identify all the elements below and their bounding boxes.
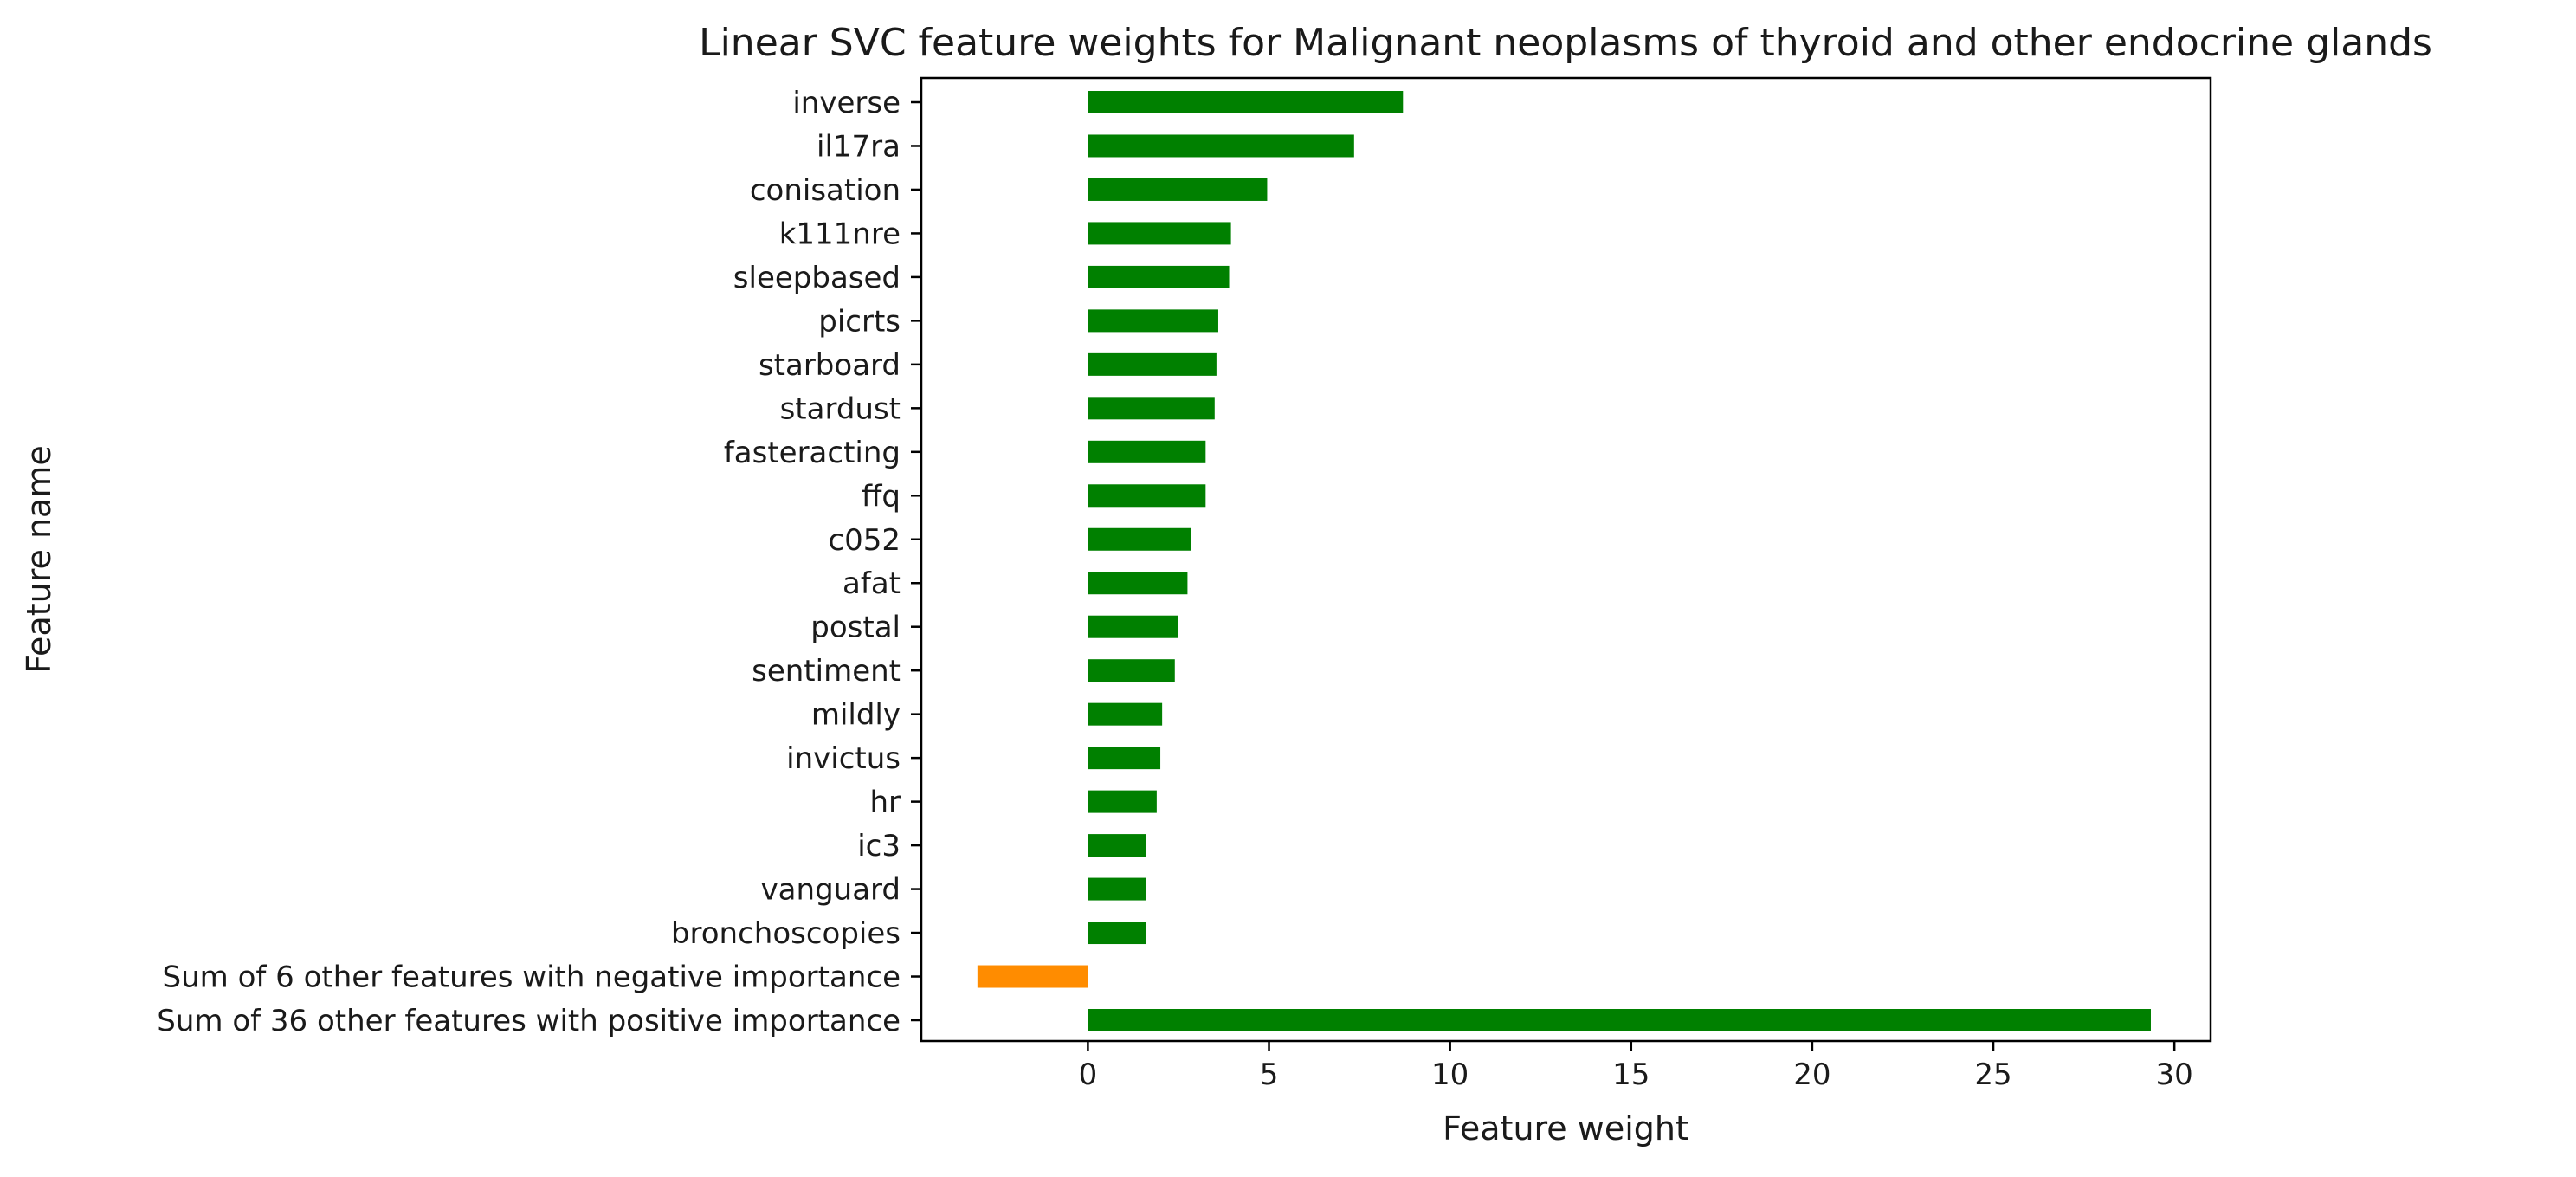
- y-tick-label: conisation: [750, 173, 901, 208]
- y-tick-label: invictus: [786, 741, 901, 776]
- y-tick-label: Sum of 36 other features with positive i…: [157, 1004, 901, 1038]
- bar-21: [1088, 1009, 2151, 1031]
- y-tick-label: afat: [843, 566, 901, 601]
- y-tick-label: starboard: [759, 348, 901, 383]
- x-tick-label: 20: [1793, 1057, 1830, 1092]
- bar-9: [1088, 484, 1206, 508]
- bar-12: [1088, 615, 1178, 638]
- y-tick-label: sentiment: [752, 654, 901, 689]
- bar-13: [1088, 659, 1175, 682]
- x-tick-label: 0: [1079, 1057, 1098, 1092]
- y-tick-label: sleepbased: [733, 261, 901, 295]
- x-tick-label: 15: [1612, 1057, 1650, 1092]
- y-tick-label: inverse: [792, 86, 901, 120]
- bar-6: [1088, 352, 1217, 376]
- y-tick-label: mildly: [811, 698, 901, 733]
- x-tick-label: 30: [2156, 1057, 2193, 1092]
- bar-5: [1088, 309, 1218, 333]
- y-tick-label: Sum of 6 other features with negative im…: [163, 960, 901, 995]
- bar-17: [1088, 834, 1146, 857]
- bar-4: [1088, 265, 1230, 288]
- y-axis: inverse il17ra conisation k111nre sleepbased…: [157, 86, 921, 1038]
- y-axis-label: Feature name: [20, 445, 58, 673]
- y-tick-label: bronchoscopies: [671, 916, 901, 951]
- y-tick-label: il17ra: [817, 129, 901, 164]
- x-tick-label: 25: [1974, 1057, 2011, 1092]
- bar-11: [1088, 572, 1188, 595]
- chart-title: Linear SVC feature weights for Malignant…: [699, 21, 2432, 65]
- x-axis: 0 5 10 15 20 25 30: [1079, 1041, 2193, 1092]
- bar-10: [1088, 527, 1191, 551]
- bar-15: [1088, 747, 1161, 770]
- y-tick-label: hr: [869, 786, 901, 820]
- bar-16: [1088, 790, 1157, 813]
- y-tick-label: vanguard: [761, 873, 901, 908]
- bar-14: [1088, 702, 1163, 726]
- y-tick-label: k111nre: [779, 217, 901, 251]
- bar-2: [1088, 178, 1268, 201]
- bar-1: [1088, 134, 1354, 158]
- x-tick-label: 10: [1431, 1057, 1469, 1092]
- y-tick-label: fasteracting: [724, 436, 901, 470]
- x-tick-label: 5: [1260, 1057, 1279, 1092]
- bar-0: [1088, 91, 1404, 113]
- y-tick-label: ffq: [862, 479, 901, 514]
- y-tick-label: picrts: [818, 304, 901, 339]
- bar-19: [1088, 922, 1146, 945]
- bar-3: [1088, 222, 1231, 245]
- bar-8: [1088, 440, 1206, 463]
- bars-layer: [977, 91, 2151, 1031]
- y-tick-label: postal: [810, 611, 901, 645]
- y-tick-label: stardust: [780, 391, 901, 426]
- x-axis-label: Feature weight: [1443, 1109, 1688, 1148]
- plot-frame: [920, 76, 2212, 1043]
- bar-18: [1088, 877, 1146, 901]
- bar-7: [1088, 397, 1215, 420]
- y-tick-label: c052: [828, 523, 901, 558]
- bar-20: [977, 965, 1088, 988]
- y-tick-label: ic3: [857, 829, 901, 863]
